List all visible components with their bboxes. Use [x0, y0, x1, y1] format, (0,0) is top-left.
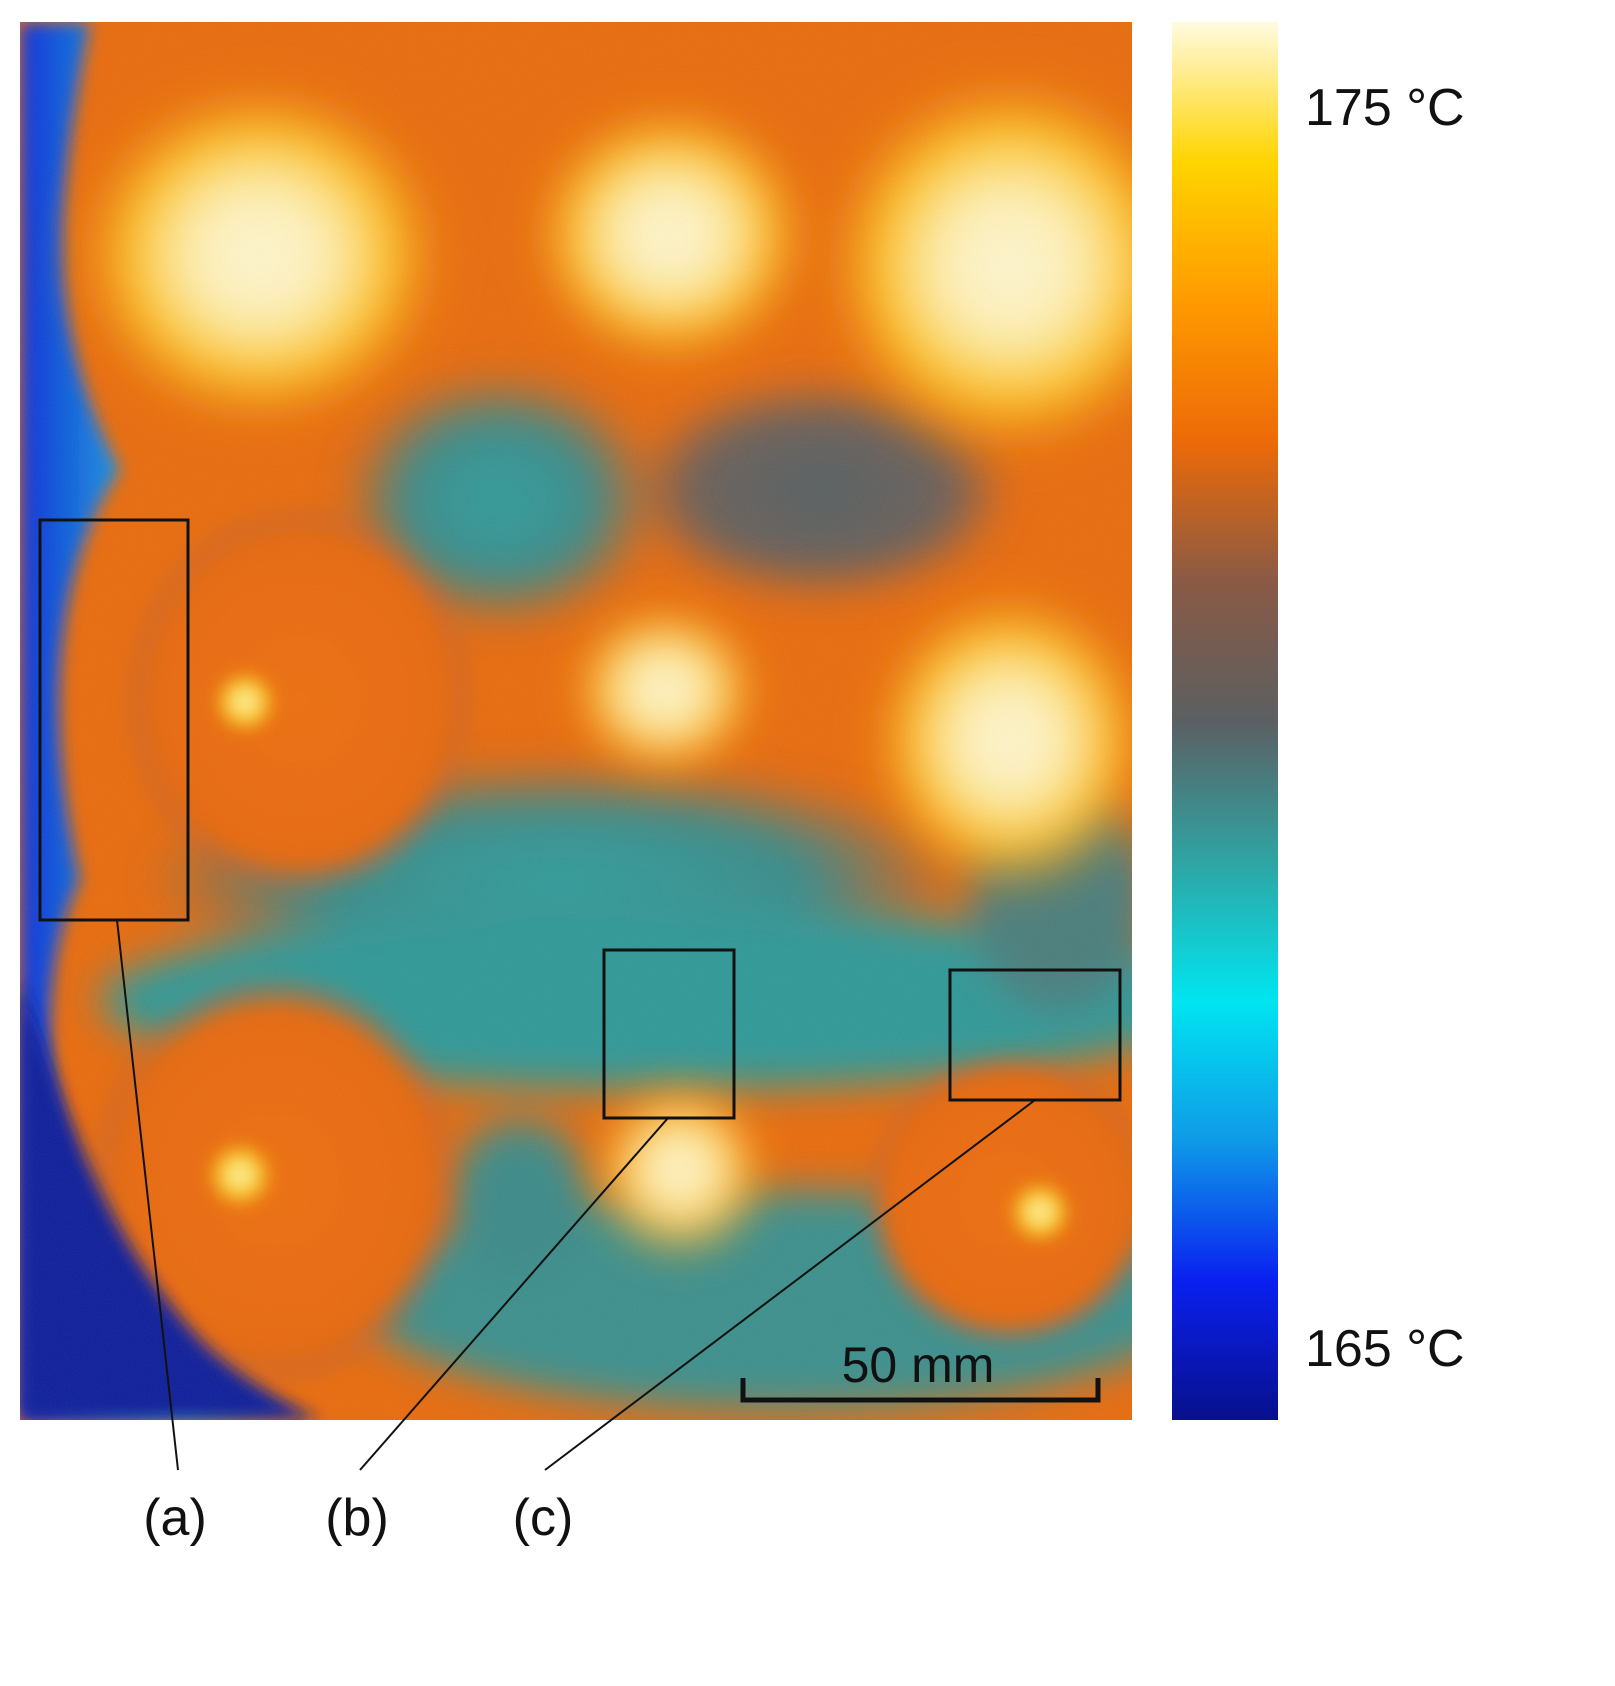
temperature-colorbar	[1172, 22, 1278, 1420]
scale-bar-label: 50 mm	[842, 1337, 995, 1393]
leader-line-a	[116, 919, 179, 1471]
callout-label-c: (c)	[513, 1489, 574, 1547]
region-box-b	[602, 948, 736, 1120]
leader-line-c	[544, 1099, 1036, 1471]
callout-label-a: (a)	[143, 1489, 207, 1547]
thermal-image	[20, 22, 1132, 1420]
region-box-a	[38, 518, 190, 922]
colorbar-max-label: 175 °C	[1305, 79, 1465, 137]
callout-label-b: (b)	[325, 1489, 389, 1547]
colorbar-min-label: 165 °C	[1305, 1320, 1465, 1378]
scale-bar: 50 mm	[740, 1337, 1101, 1403]
leader-line-b	[359, 1117, 669, 1471]
